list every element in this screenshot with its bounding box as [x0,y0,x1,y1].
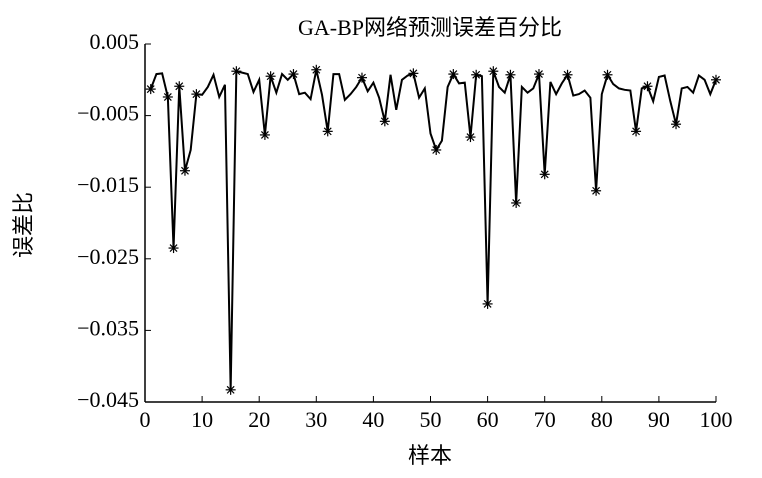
y-tick-label: 0.005 [90,29,140,54]
asterisk-marker [642,81,653,92]
y-tick-label: −0.045 [77,387,139,412]
asterisk-marker [591,185,602,196]
asterisk-marker [471,69,482,80]
x-tick-label: 30 [305,407,327,432]
asterisk-marker [505,69,516,80]
asterisk-marker [145,84,156,95]
asterisk-marker [191,89,202,100]
x-tick-label: 90 [648,407,670,432]
y-axis-label: 误差比 [11,192,36,258]
asterisk-marker [408,68,419,79]
asterisk-marker [511,197,522,208]
x-tick-label: 0 [140,407,151,432]
asterisk-marker [431,144,442,155]
asterisk-marker [265,71,276,82]
chart-title: GA-BP网络预测误差百分比 [298,15,562,40]
asterisk-marker [488,66,499,77]
asterisk-marker [482,298,493,309]
x-tick-label: 100 [700,407,733,432]
asterisk-marker [711,74,721,85]
y-tick-label: −0.025 [77,244,139,269]
x-tick-label: 80 [591,407,613,432]
y-tick-label: −0.015 [77,172,139,197]
data-line [149,69,717,390]
asterisk-marker [311,64,322,75]
asterisk-marker [288,69,299,80]
asterisk-marker [631,126,642,137]
x-tick-label: 10 [191,407,213,432]
asterisk-marker [602,69,613,80]
asterisk-marker [174,81,185,92]
x-tick-label: 60 [477,407,499,432]
asterisk-marker [465,132,476,143]
y-tick-label: −0.005 [77,101,139,126]
asterisk-marker [179,165,190,176]
asterisk-marker [259,129,270,140]
asterisk-marker [231,66,242,77]
x-tick-label: 70 [534,407,556,432]
y-tick-label: −0.035 [77,315,139,340]
asterisk-marker [168,243,179,254]
x-tick-label: 20 [248,407,270,432]
asterisk-marker [448,69,459,80]
x-tick-label: 40 [362,407,384,432]
asterisk-marker [356,72,367,83]
asterisk-marker [162,91,173,102]
asterisk-marker [533,69,544,80]
asterisk-marker [379,116,390,127]
asterisk-marker [671,119,682,130]
asterisk-marker [225,384,236,395]
x-tick-label: 50 [420,407,442,432]
x-axis-label: 样本 [408,443,452,468]
asterisk-marker [562,69,573,80]
asterisk-marker [539,169,550,180]
asterisk-marker [322,126,333,137]
